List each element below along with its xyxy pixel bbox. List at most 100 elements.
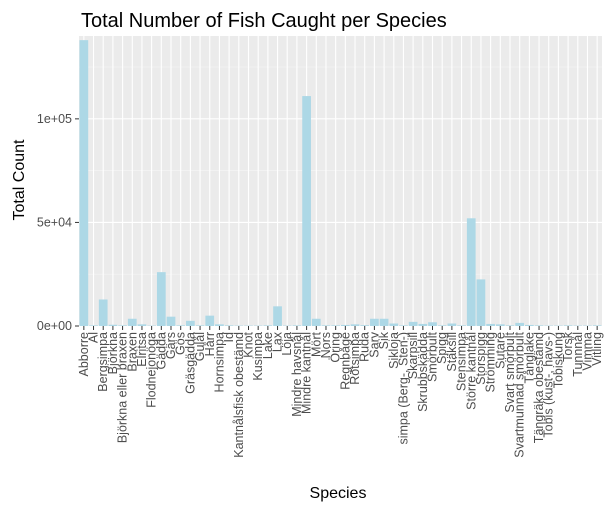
bar — [476, 279, 486, 326]
x-tick-label: Gulål — [193, 332, 207, 361]
x-tick-label: Kusimpa — [251, 332, 265, 381]
bar — [331, 325, 341, 326]
x-tick-label: Knot — [241, 331, 255, 357]
x-tick-label: simpa (Berg-, Sten-) — [396, 332, 410, 445]
x-tick-label: Smörbult — [426, 331, 440, 382]
bar — [505, 325, 515, 326]
plot-panel — [79, 36, 602, 326]
bar — [379, 318, 389, 326]
bar — [399, 325, 408, 326]
bars — [79, 40, 602, 327]
bar — [224, 325, 234, 326]
bar — [292, 325, 302, 326]
bar — [176, 325, 186, 326]
x-tick-label: Bergsimpa — [96, 332, 110, 392]
y-tick-label: 5e+04 — [37, 215, 72, 229]
x-tick-label: Torsk — [561, 331, 575, 362]
x-tick-label: Gräsgädda — [183, 332, 197, 394]
x-tick-label: Vimma — [580, 332, 594, 371]
x-tick-label: Elritsa — [135, 332, 149, 367]
x-tick-label: Hårr — [203, 332, 217, 356]
bar — [205, 315, 215, 326]
bar — [156, 272, 166, 326]
x-tick-label: Stäksill — [445, 332, 459, 372]
y-axis: 0e+00 5e+04 1e+05 — [37, 112, 79, 333]
bar — [486, 323, 495, 326]
bar — [418, 323, 428, 326]
x-tick-label: Braxen — [125, 332, 139, 372]
x-tick-label: Kantnålsfisk obestämd — [232, 332, 246, 458]
x-tick-label: Björkna — [106, 332, 120, 374]
x-tick-label: Flodnejonöga — [145, 332, 159, 408]
y-axis-title: Total Count — [11, 139, 28, 220]
x-tick-label: Tängräka obestämd — [532, 332, 546, 443]
bar — [127, 318, 137, 326]
bar — [466, 218, 476, 326]
chart-title: Total Number of Fish Caught per Species — [81, 10, 447, 32]
x-tick-label: Skarpsill — [406, 332, 420, 379]
x-tick-label: Rötsimpa — [348, 332, 362, 385]
bar — [495, 324, 505, 326]
bar — [428, 322, 437, 326]
x-tick-label: Tobiskung — [551, 332, 565, 388]
bar — [118, 325, 127, 326]
x-tick-label: Strömming — [484, 332, 498, 392]
bar — [360, 325, 370, 326]
bar — [525, 324, 534, 326]
x-tick-label: Vitling — [590, 332, 604, 366]
x-tick-label: Större kantnål — [464, 332, 478, 410]
bar — [370, 318, 379, 326]
bar — [408, 321, 418, 326]
bar — [321, 325, 331, 326]
bar — [302, 96, 311, 326]
bar — [137, 324, 147, 326]
y-tick-label: 0e+00 — [37, 319, 72, 333]
bar — [79, 40, 89, 327]
x-tick-label: Gädda — [154, 332, 168, 370]
x-tick-label: Gärs — [164, 332, 178, 359]
x-tick-label: Skrubbskädda — [416, 332, 430, 412]
x-tick-label: Svart smörbult — [503, 331, 517, 412]
bar — [534, 325, 544, 326]
x-tick-label: Löja — [280, 332, 294, 356]
x-tick-label: Lax — [271, 331, 285, 352]
x-tick-label: Tunnnål — [571, 332, 585, 377]
x-axis-title: Species — [310, 485, 367, 502]
x-tick-label: Sutare — [493, 332, 507, 369]
x-tick-label: Al — [87, 332, 101, 343]
bar — [515, 322, 525, 326]
x-tick-label: Sik — [377, 331, 391, 349]
x-tick-label: Stensimpa — [455, 332, 469, 391]
bar — [592, 325, 602, 326]
x-tick-label: Mört — [309, 331, 323, 357]
bar — [108, 324, 118, 326]
y-tick-label: 1e+05 — [37, 112, 72, 126]
bar — [340, 324, 350, 326]
bar — [273, 306, 282, 326]
bar — [447, 323, 457, 326]
bar — [389, 323, 399, 326]
bar — [89, 325, 98, 326]
x-tick-label: Hornsimpa — [212, 332, 226, 392]
bar — [563, 325, 573, 326]
x-tick-label: Nors — [319, 332, 333, 358]
x-tick-label: Gös — [174, 332, 188, 355]
x-tick-label: Mindre havsnål — [290, 332, 304, 417]
bar — [195, 325, 205, 326]
x-tick-label: Abborre — [77, 332, 91, 377]
x-tick-label: Sarv — [367, 331, 381, 357]
bar — [311, 318, 321, 326]
bar — [215, 324, 224, 326]
x-tick-label: Storspigg — [474, 332, 488, 385]
bar — [98, 299, 108, 326]
x-tick-label: Regnbåge — [338, 332, 352, 390]
bar — [437, 325, 447, 326]
x-tick-label: Sikloja — [387, 332, 401, 369]
bar — [350, 324, 360, 326]
x-tick-label: Mindre kantnål — [300, 332, 314, 414]
x-tick-label: Öring — [329, 332, 343, 363]
x-tick-label: Tobis (kust-, havs-) — [542, 332, 556, 438]
x-tick-label: Id — [222, 332, 236, 342]
